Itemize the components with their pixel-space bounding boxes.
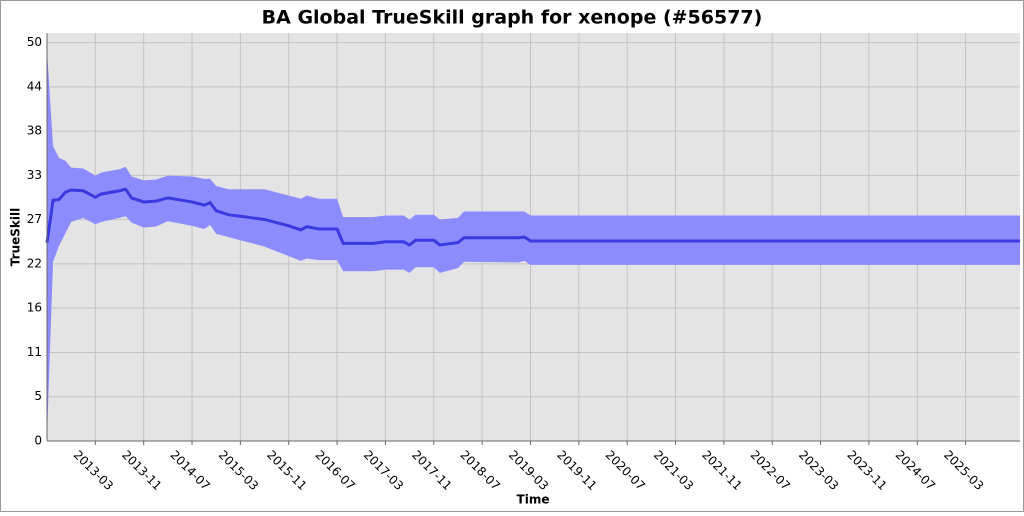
y-tick-label: 44 [27,79,42,93]
y-tick-label: 5 [34,389,42,403]
x-axis-title: Time [517,493,550,507]
y-tick-label: 16 [27,301,42,315]
y-tick-label: 27 [27,212,42,226]
y-tick-label: 38 [27,124,42,138]
y-axis-title: TrueSkill [9,208,23,266]
trueskill-line [45,187,1020,247]
y-tick-label: 11 [27,345,42,359]
y-tick-label: 50 [27,35,42,49]
confidence-band [47,50,1020,438]
y-tick-label: 22 [27,256,42,270]
chart-title: BA Global TrueSkill graph for xenope (#5… [262,7,763,29]
y-tick-label: 0 [34,434,42,448]
y-tick-label: 33 [27,168,42,182]
